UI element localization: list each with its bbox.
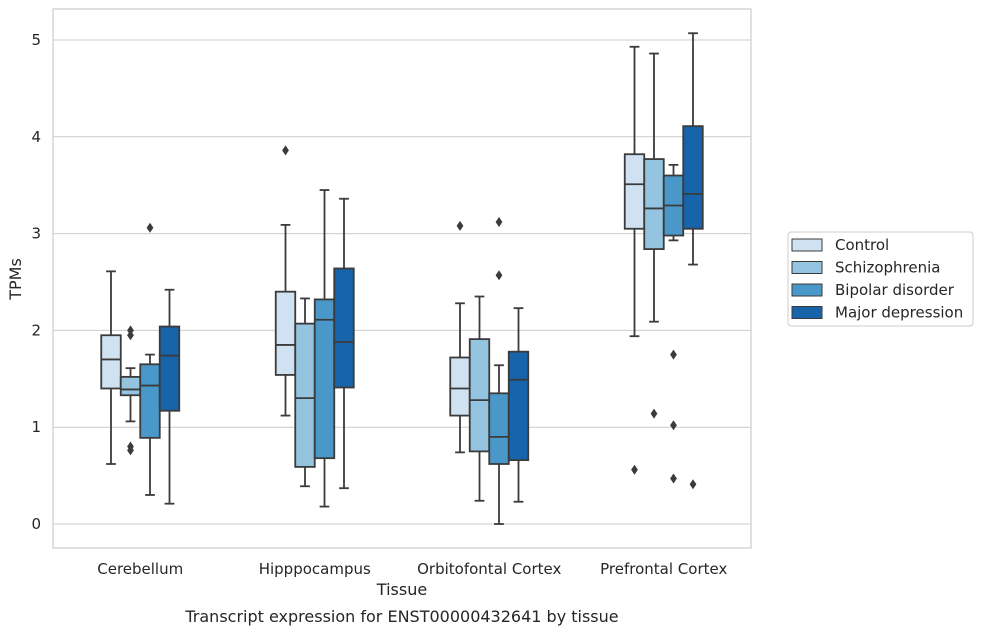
box-iqr	[139, 363, 161, 439]
outlier-point	[495, 270, 503, 281]
box-iqr	[488, 392, 510, 465]
box-iqr	[119, 375, 142, 397]
legend-label: Major depression	[835, 304, 963, 322]
box-group	[662, 163, 685, 484]
box-group	[313, 189, 336, 508]
box-iqr	[623, 153, 646, 230]
box-group	[507, 307, 530, 503]
legend-label: Bipolar disorder	[835, 281, 955, 299]
y-tick-label: 2	[31, 321, 41, 339]
box-group	[333, 197, 355, 490]
x-tick-label: Hipppocampus	[259, 560, 371, 578]
box-iqr	[507, 350, 530, 462]
legend-swatch	[791, 283, 823, 297]
y-axis-label: TPMs	[6, 258, 25, 301]
legend: Control Schizophrenia Bipolar disorder Majo…	[787, 231, 974, 327]
box-iqr	[449, 356, 471, 417]
legend-swatch	[791, 306, 823, 319]
x-tick-label: Prefrontal Cortex	[600, 560, 727, 578]
box-group	[488, 216, 510, 525]
y-tick-label: 1	[31, 418, 41, 436]
x-tick-labels: Cerebellum Hipppocampus Orbitofontal Corte…	[97, 560, 727, 578]
box-group	[643, 52, 665, 419]
outlier-point	[282, 145, 289, 156]
box-group	[119, 325, 142, 456]
outlier-point	[650, 408, 658, 419]
box-group	[623, 45, 646, 475]
box-iqr	[682, 125, 704, 230]
legend-swatch	[791, 238, 823, 252]
box-iqr	[274, 290, 297, 376]
box-group	[468, 295, 491, 502]
box-iqr	[643, 158, 665, 250]
outlier-point	[670, 349, 677, 360]
legend-label: Control	[835, 236, 889, 254]
boxes	[100, 32, 704, 525]
box-iqr	[294, 322, 316, 468]
legend-swatch	[791, 261, 823, 274]
legend-label: Schizophrenia	[835, 259, 940, 277]
outlier-point	[495, 216, 503, 227]
outlier-point	[670, 473, 677, 484]
figure-caption: Transcript expression for ENST0000043264…	[184, 607, 618, 626]
box-group	[139, 222, 161, 496]
box-group	[158, 288, 181, 505]
box-group	[274, 145, 297, 417]
legend-frame	[787, 231, 974, 327]
outlier-point	[127, 445, 134, 456]
y-tick-labels: 0 1 2 3 4 5	[31, 31, 41, 533]
plot-frame	[52, 8, 752, 549]
y-tick-label: 4	[31, 128, 41, 146]
x-axis-label: Tissue	[376, 580, 427, 599]
x-tick-label: Orbitofontal Cortex	[417, 560, 561, 578]
outlier-point	[670, 420, 677, 431]
outlier-point	[146, 222, 154, 233]
box-group	[100, 270, 122, 465]
y-tick-label: 0	[31, 515, 41, 533]
outlier-point	[631, 464, 638, 475]
box-iqr	[468, 338, 491, 453]
box-group	[449, 220, 471, 454]
box-iqr	[100, 334, 122, 390]
outlier-point	[689, 479, 697, 490]
outlier-point	[127, 330, 134, 341]
box-iqr	[313, 298, 336, 460]
box-iqr	[333, 267, 355, 389]
box-group	[682, 32, 704, 490]
box-iqr	[158, 325, 181, 412]
grid-lines	[53, 39, 751, 525]
y-tick-label: 5	[31, 31, 41, 49]
x-tick-label: Cerebellum	[97, 560, 183, 578]
outlier-point	[456, 220, 464, 231]
y-tick-label: 3	[31, 225, 41, 243]
box-group	[294, 297, 316, 488]
